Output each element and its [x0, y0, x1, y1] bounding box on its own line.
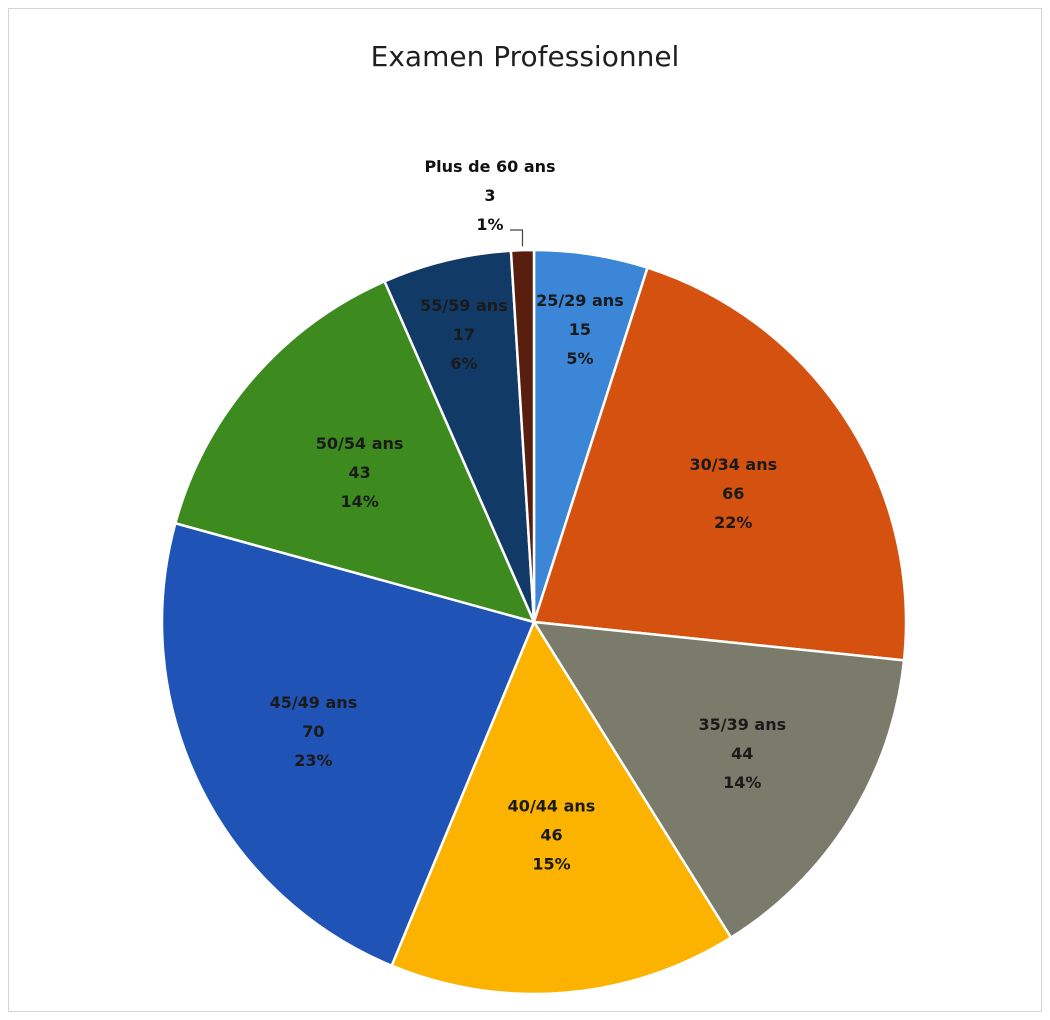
- slice-percent: 14%: [340, 492, 378, 511]
- slice-value: 17: [453, 325, 475, 344]
- slice-value: 43: [348, 463, 370, 482]
- slice-name: 30/34 ans: [689, 455, 777, 474]
- pie-slice-45-49-ans: [160, 521, 536, 968]
- pie-slice-40-44-ans: [390, 619, 733, 996]
- slice-label-40-44-ans: 40/44 ans 46 15%: [508, 796, 596, 873]
- pie-slices: [160, 248, 908, 996]
- slice-name: 25/29 ans: [536, 291, 624, 310]
- slice-name: 40/44 ans: [508, 796, 596, 815]
- pie-slice-50-54-ans: [173, 279, 537, 624]
- slice-label-35-39-ans: 35/39 ans 44 14%: [698, 715, 786, 792]
- slice-percent: 15%: [532, 854, 570, 873]
- slice-value: 15: [569, 320, 591, 339]
- chart-title: Examen Professionnel: [370, 40, 680, 73]
- slice-name: 35/39 ans: [698, 715, 786, 734]
- slice-label-50-54-ans: 50/54 ans 43 14%: [316, 434, 404, 511]
- slice-label-plus-de-60-ans: Plus de 60 ans 3 1%: [424, 157, 555, 234]
- slice-percent: 14%: [723, 773, 761, 792]
- pie-labels: 25/29 ans 15 5% 30/34 ans 66 22% 35/39 ans 44 14…: [270, 157, 787, 873]
- slice-label-30-34-ans: 30/34 ans 66 22%: [689, 455, 777, 532]
- pie-slice-35-39-ans: [531, 620, 906, 940]
- slice-percent: 22%: [714, 513, 752, 532]
- leader-line-plus-de-60-ans: [510, 229, 524, 247]
- slice-value: 44: [731, 744, 753, 763]
- slice-label-25-29-ans: 25/29 ans 15 5%: [536, 291, 624, 368]
- slice-percent: 23%: [294, 751, 332, 770]
- slice-value: 70: [302, 722, 324, 741]
- slice-percent: 6%: [450, 354, 477, 373]
- pie-slice-55-59-ans: [382, 249, 536, 623]
- slice-value: 46: [540, 825, 562, 844]
- pie-slice-plus-de-60-ans: [509, 248, 536, 623]
- slice-name: 45/49 ans: [270, 693, 358, 712]
- slice-name: 55/59 ans: [420, 296, 508, 315]
- slice-percent: 5%: [566, 349, 593, 368]
- slice-value: 3: [484, 186, 495, 205]
- slice-percent: 1%: [476, 215, 503, 234]
- slice-name: Plus de 60 ans: [424, 157, 555, 176]
- slice-value: 66: [722, 484, 744, 503]
- slice-name: 50/54 ans: [316, 434, 404, 453]
- pie-slice-30-34-ans: [532, 266, 908, 662]
- slice-label-45-49-ans: 45/49 ans 70 23%: [270, 693, 358, 770]
- slice-label-55-59-ans: 55/59 ans 17 6%: [420, 296, 508, 373]
